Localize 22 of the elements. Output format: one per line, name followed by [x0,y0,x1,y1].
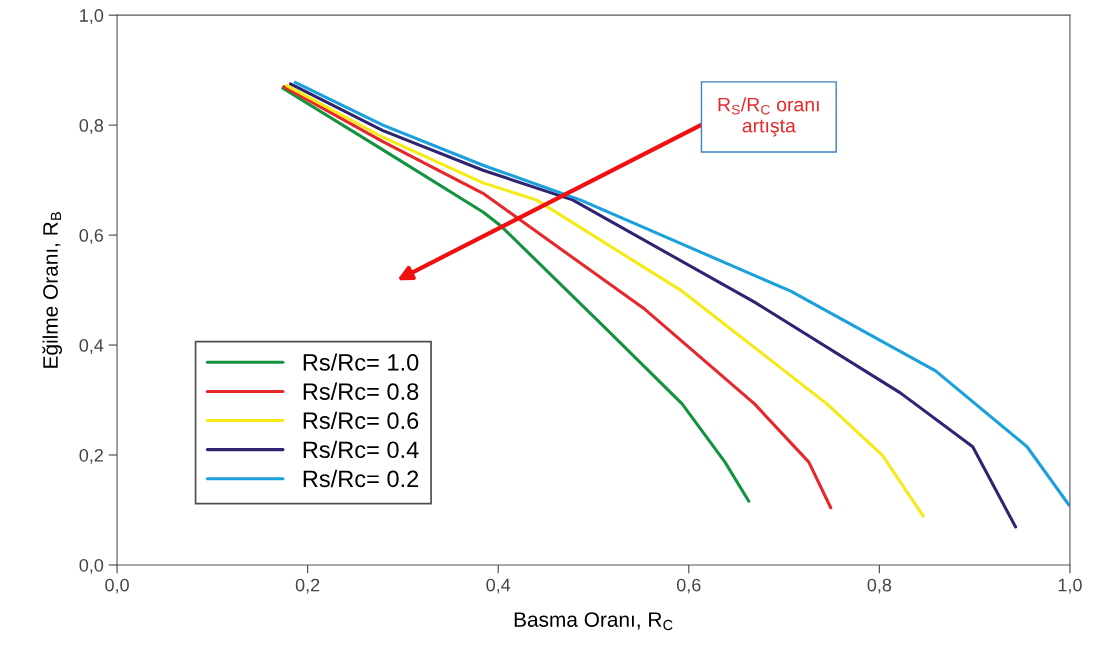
x-tick-label: 0,0 [105,578,129,594]
x-tick-label: 1,0 [1058,578,1082,594]
x-tick-label: 0,6 [676,578,701,594]
line-series [282,85,833,510]
y-tick-label: 0,6 [79,229,104,244]
x-axis-title: Basma Oranı, R$_{C}$ [514,612,673,631]
y-axis-title: Eğilme Oranı, R$_{B}$ [42,212,62,368]
line-series [285,84,925,518]
y-tick-label: 0,4 [79,338,104,354]
y-tick-label: 0,2 [79,448,103,464]
annotation: R$_{S}$/R$_{C}$ oranı artışta [718,97,819,137]
legend-label: Rs/Rc= 0.4 [303,440,419,459]
legend-label: Rs/Rc= 0.8 [303,382,419,400]
legend-label: Rs/Rc= 0.6 [303,411,419,430]
x-tick-label: 0,2 [295,578,320,594]
y-tick-label: 0,8 [79,119,104,134]
legend-label: Rs/Rc= 0.2 [303,469,419,488]
y-tick-label: 0,0 [79,558,104,574]
x-tick-label: 0,4 [486,578,511,594]
y-tick-label: 1,0 [80,9,104,25]
x-tick-label: 0,8 [867,578,892,594]
legend-label: Rs/Rc= 1.0 [303,353,419,371]
